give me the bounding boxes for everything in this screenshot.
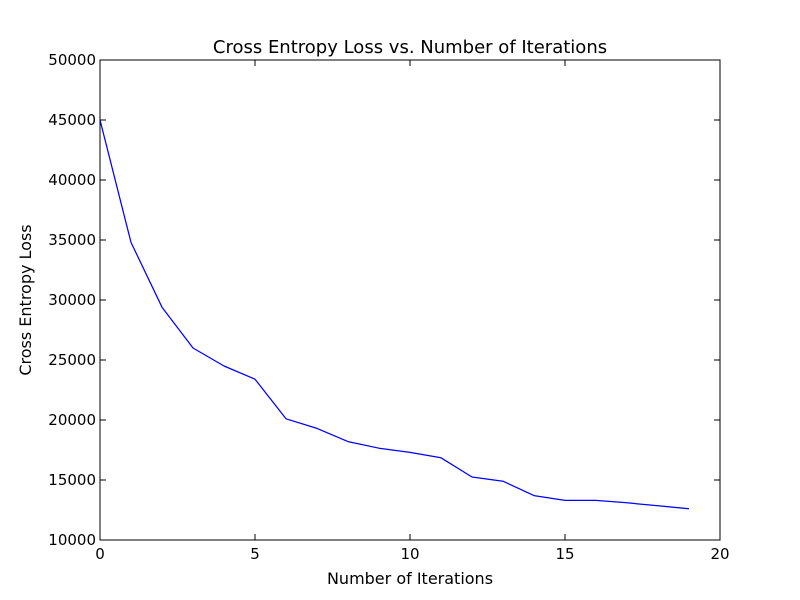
y-tick-label: 40000 [48,171,96,189]
y-tick-label: 15000 [48,471,96,489]
x-tick-label: 15 [555,545,574,563]
y-tick-label: 20000 [48,411,96,429]
y-tick-label: 35000 [48,231,96,249]
y-tick-label: 45000 [48,111,96,129]
x-tick-label: 20 [710,545,729,563]
y-tick-label: 10000 [48,531,96,549]
y-tick-label: 25000 [48,351,96,369]
y-tick-label: 50000 [48,51,96,69]
x-tick-label: 10 [400,545,419,563]
x-tick-label: 5 [250,545,260,563]
plot-area: 0 5 10 15 20 10000 15000 20000 25000 30000 35000 40… [48,51,729,563]
plot-frame [99,59,721,541]
y-axis-label: Cross Entropy Loss [16,224,35,375]
chart-title: Cross Entropy Loss vs. Number of Iterati… [213,37,607,58]
series-line [99,119,690,510]
y-tick-label: 30000 [48,291,96,309]
x-axis-label: Number of Iterations [327,569,493,588]
x-tick-label: 0 [95,545,105,563]
